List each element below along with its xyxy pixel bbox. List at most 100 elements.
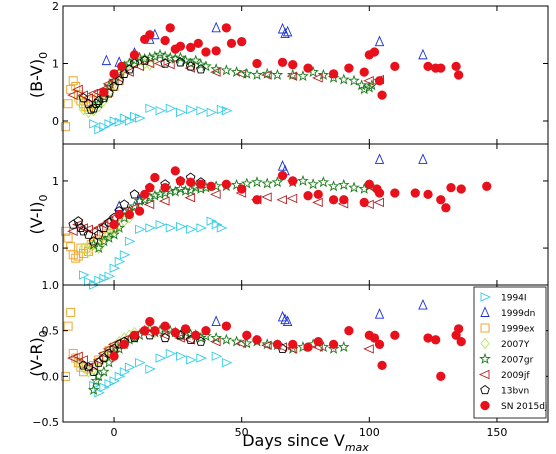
point-sn-2015dj [221,321,232,331]
point-sn-2015dj [456,184,466,194]
point-2009jf [235,338,247,349]
point-sn-2015dj [441,203,451,213]
point-1999dn [280,27,290,39]
point-1994i [104,119,116,129]
point-sn-2015dj [206,181,216,191]
point-1999dn [277,160,288,171]
point-sn-2015dj [446,182,456,193]
point-sn-2015dj [252,58,262,69]
point-13bvn [129,58,140,68]
point-sn-2015dj [165,23,175,33]
point-2007gr [240,67,253,79]
point-1994i [130,111,141,122]
point-13bvn [139,55,150,65]
point-1994i [165,223,177,233]
point-sn-2015dj [145,182,155,193]
point-2007gr [271,176,284,188]
point-2009jf [72,84,83,95]
point-1994i [109,263,121,273]
point-1999dn [374,308,385,319]
legend-label: 2009jf [501,371,530,381]
point-sn-2015dj [201,326,211,336]
point-2007gr [348,74,360,86]
point-2009jf [235,69,247,79]
point-1994i [196,223,207,233]
point-1999ex [68,250,78,260]
point-sn-2015dj [374,188,385,198]
point-1994i [155,353,167,363]
point-1994i [114,117,126,127]
point-1994i [94,124,105,135]
point-sn-2015dj [129,330,140,340]
point-2009jf [312,197,323,208]
point-1994i [99,122,110,132]
point-13bvn [83,362,94,372]
x-tick-label: 100 [359,426,380,439]
point-1999ex [66,84,76,94]
point-1999dn [101,54,112,66]
point-1999ex [66,307,76,317]
point-2009jf [184,193,196,203]
point-2007gr [210,331,222,343]
point-sn-2015dj [454,70,464,80]
point-2009jf [210,189,221,200]
point-13bvn [93,357,104,367]
point-2007gr [87,383,100,395]
point-sn-2015dj [124,209,135,220]
point-1994i [206,216,218,226]
point-13bvn [88,236,99,246]
point-2009jf [276,195,287,205]
point-2009jf [102,78,114,89]
point-1994i [216,223,228,233]
point-13bvn [83,229,94,239]
point-1999dn [282,25,293,37]
point-1994i [186,355,197,365]
point-2007gr [220,64,233,76]
point-1994i [221,357,233,368]
point-1999ex [76,243,86,253]
point-1999ex [78,248,88,258]
point-sn-2015dj [288,176,298,186]
point-2007gr [143,51,156,63]
point-2007gr [92,241,105,254]
legend-marker [478,369,490,380]
point-sn-2015dj [185,42,196,53]
point-1994i [165,103,177,114]
point-13bvn [104,348,114,358]
legend-marker [480,306,490,317]
x-axis-label: Days since Vmax [242,431,369,454]
point-1994i [119,367,131,377]
point-1994i [211,219,223,230]
point-2009jf [261,70,272,80]
point-sn-2015dj [454,324,464,334]
point-2007gr [195,182,207,194]
point-2007gr [363,81,376,93]
point-1994i [145,103,156,114]
point-2007gr [103,231,115,243]
point-1994i [99,273,110,283]
point-2007gr [366,79,378,91]
point-2007gr [251,176,263,188]
point-1994i [124,362,136,372]
point-13bvn [175,57,186,67]
point-2007y [73,95,83,107]
point-1994i [206,107,218,118]
point-1994i [89,119,100,129]
point-2007gr [108,228,120,240]
point-1999ex [68,76,78,86]
point-2007gr [149,50,161,62]
point-1994i [99,382,110,392]
point-2009jf [133,61,145,72]
legend-marker [480,323,490,333]
point-2009jf [210,67,221,77]
y-axis-label: (B-V)0 [27,52,50,98]
point-2007gr [261,67,274,79]
y-tick-label: 0 [52,242,59,255]
point-13bvn [88,366,99,376]
point-2007gr [103,356,115,368]
point-13bvn [91,98,101,108]
point-2007y [78,242,88,254]
point-sn-2015dj [431,335,441,345]
point-sn-2015dj [170,166,180,176]
point-2007y [83,106,94,119]
